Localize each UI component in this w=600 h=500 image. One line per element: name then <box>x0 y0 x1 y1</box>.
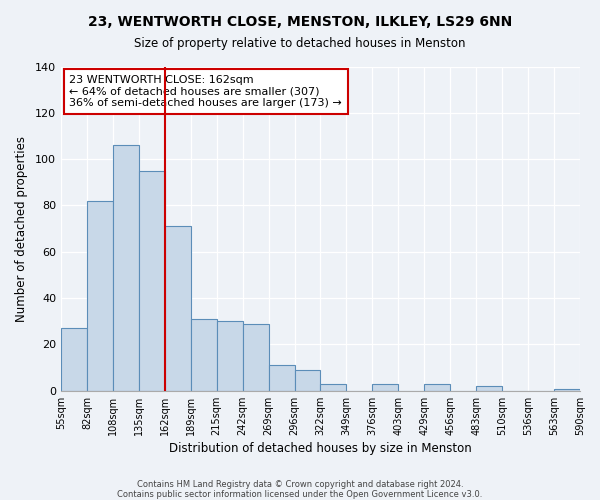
Bar <box>320 384 346 391</box>
Bar <box>165 226 191 391</box>
Y-axis label: Number of detached properties: Number of detached properties <box>15 136 28 322</box>
Text: 23, WENTWORTH CLOSE, MENSTON, ILKLEY, LS29 6NN: 23, WENTWORTH CLOSE, MENSTON, ILKLEY, LS… <box>88 15 512 29</box>
Bar <box>424 384 450 391</box>
Bar <box>269 366 295 391</box>
Bar <box>373 384 398 391</box>
Bar <box>139 170 165 391</box>
Bar <box>554 388 580 391</box>
Text: Contains public sector information licensed under the Open Government Licence v3: Contains public sector information licen… <box>118 490 482 499</box>
Bar <box>476 386 502 391</box>
Bar <box>191 319 217 391</box>
Text: Size of property relative to detached houses in Menston: Size of property relative to detached ho… <box>134 38 466 51</box>
Text: Contains HM Land Registry data © Crown copyright and database right 2024.: Contains HM Land Registry data © Crown c… <box>137 480 463 489</box>
X-axis label: Distribution of detached houses by size in Menston: Distribution of detached houses by size … <box>169 442 472 455</box>
Text: 23 WENTWORTH CLOSE: 162sqm
← 64% of detached houses are smaller (307)
36% of sem: 23 WENTWORTH CLOSE: 162sqm ← 64% of deta… <box>69 75 342 108</box>
Bar <box>217 322 242 391</box>
Bar <box>87 201 113 391</box>
Bar <box>242 324 269 391</box>
Bar <box>113 146 139 391</box>
Bar <box>61 328 87 391</box>
Bar <box>295 370 320 391</box>
